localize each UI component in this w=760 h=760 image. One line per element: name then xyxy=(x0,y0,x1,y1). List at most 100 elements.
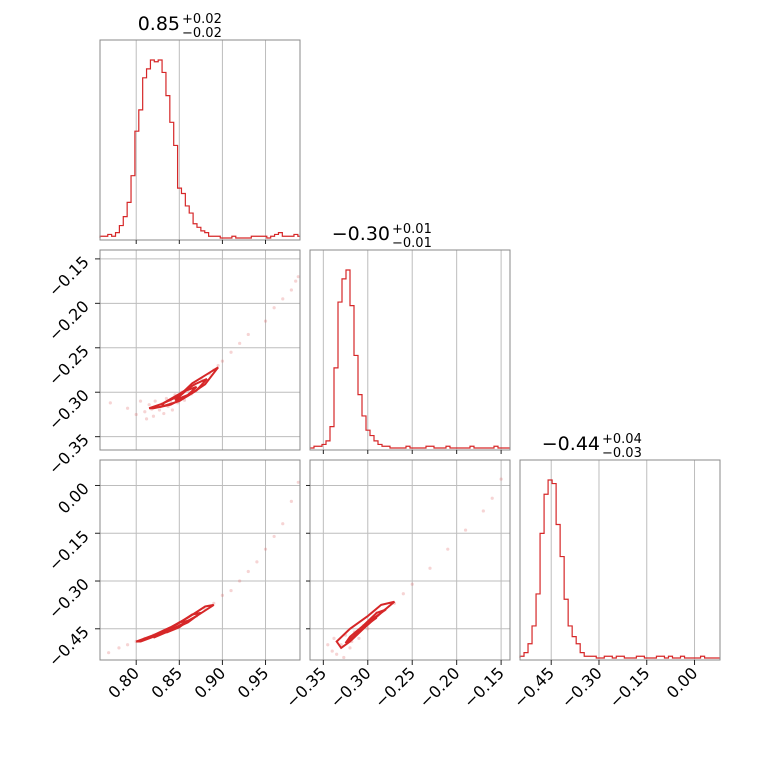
scatter-point xyxy=(401,592,405,596)
scatter-point xyxy=(255,560,259,564)
x-tick-label: −0.35 xyxy=(282,663,330,711)
contour-level-1 xyxy=(335,600,396,650)
scatter-point xyxy=(289,499,293,504)
scatter-point xyxy=(117,646,121,650)
x-tick-label: −0.30 xyxy=(327,663,375,711)
histogram-line-p0 xyxy=(99,59,300,239)
scatter-panel-p0-p1 xyxy=(99,249,301,451)
contour-level-1 xyxy=(135,603,215,643)
scatter-point xyxy=(335,652,339,656)
histogram-line-p1 xyxy=(310,269,510,449)
x-tick-label: −0.45 xyxy=(510,663,558,711)
scatter-point xyxy=(357,636,361,640)
title-minus-p1: −0.01 xyxy=(392,236,432,251)
scatter-panel-p1-p2 xyxy=(309,459,511,661)
x-tick-label: 0.90 xyxy=(191,663,230,702)
scatter-point xyxy=(246,332,250,337)
scatter-point xyxy=(162,411,166,416)
scatter-point xyxy=(326,643,330,647)
y-tick-label: −0.30 xyxy=(45,574,93,622)
scatter-point xyxy=(216,363,220,368)
y-tick-label: −0.15 xyxy=(45,252,93,300)
scatter-point xyxy=(281,297,285,301)
scatter-point xyxy=(366,627,370,631)
x-tick-label: 0.85 xyxy=(148,663,187,702)
y-axis-p1: −0.35−0.30−0.25−0.20−0.15 xyxy=(45,252,100,478)
x-tick-label: −0.15 xyxy=(460,663,508,711)
x-axis-p2: −0.45 −0.30 −0.15 0.00 xyxy=(510,660,701,711)
scatter-point xyxy=(348,646,352,650)
panel-frame xyxy=(99,249,301,451)
scatter-point xyxy=(272,306,276,310)
scatter-point xyxy=(263,547,268,551)
panel-frame xyxy=(309,249,511,451)
title-plus-p2: +0.04 xyxy=(602,432,642,447)
scatter-point xyxy=(151,414,156,418)
scatter-point xyxy=(107,651,111,655)
scatter-point xyxy=(342,655,346,660)
y-tick-label: −0.45 xyxy=(45,622,93,670)
scatter-point xyxy=(144,417,149,421)
title-plus-p0: +0.02 xyxy=(182,12,222,27)
histogram-panel-p2: −0.44 +0.04−0.03 xyxy=(519,432,721,661)
contour-level-1 xyxy=(148,366,219,410)
y-tick-label: −0.20 xyxy=(45,297,93,345)
scatter-point xyxy=(281,522,285,526)
contour-level-3 xyxy=(165,619,189,634)
scatter-point xyxy=(134,412,138,417)
title-value-p2: −0.44 xyxy=(542,433,600,455)
scatter-point xyxy=(143,410,147,414)
scatter-point xyxy=(153,399,157,403)
y-tick-label: −0.35 xyxy=(45,430,93,478)
panel-frame xyxy=(99,39,301,241)
scatter-point xyxy=(229,350,233,354)
scatter-point xyxy=(463,528,468,532)
scatter-point xyxy=(332,636,336,640)
panel-frame xyxy=(519,459,721,661)
y-axis-p2: −0.45−0.30−0.15 0.00 xyxy=(45,479,100,670)
scatter-point xyxy=(263,319,268,323)
scatter-point xyxy=(238,579,242,583)
contour-level-3 xyxy=(174,385,198,402)
y-tick-label: −0.25 xyxy=(45,341,93,389)
scatter-point xyxy=(294,279,298,283)
scatter-panel-p0-p2 xyxy=(99,459,301,661)
title-plus-p1: +0.01 xyxy=(392,222,432,237)
panel-frame xyxy=(309,459,511,661)
histogram-panel-p0: 0.85 +0.02−0.02 xyxy=(99,12,301,241)
scatter-point xyxy=(238,341,242,345)
x-tick-label: −0.20 xyxy=(415,663,463,711)
scatter-point xyxy=(246,569,250,574)
scatter-point xyxy=(220,359,225,363)
scatter-point xyxy=(481,509,485,513)
x-axis-p0: 0.80 0.85 0.90 0.95 xyxy=(104,660,272,702)
scatter-point xyxy=(499,477,503,481)
scatter-point xyxy=(296,275,300,279)
scatter-point xyxy=(446,547,450,551)
scatter-point xyxy=(428,566,432,570)
x-tick-label: −0.25 xyxy=(371,663,419,711)
y-tick-label: 0.00 xyxy=(54,479,93,518)
scatter-point xyxy=(147,403,151,407)
x-tick-label: 0.80 xyxy=(104,663,143,702)
title-minus-p2: −0.03 xyxy=(602,446,642,461)
x-tick-label: −0.30 xyxy=(558,663,606,711)
scatter-point xyxy=(164,396,168,401)
scatter-point xyxy=(272,534,276,539)
scatter-point xyxy=(125,406,130,410)
scatter-point xyxy=(108,401,112,405)
x-tick-label: −0.15 xyxy=(605,663,653,711)
x-tick-label: 0.95 xyxy=(234,663,273,702)
histogram-panel-p1: −0.30 +0.01−0.01 xyxy=(309,222,511,451)
scatter-point xyxy=(138,399,143,403)
contour-level-2 xyxy=(160,377,208,409)
y-tick-label: −0.30 xyxy=(45,386,93,434)
scatter-point xyxy=(289,288,293,292)
scatter-point xyxy=(157,408,162,412)
scatter-point xyxy=(490,496,494,500)
scatter-point xyxy=(410,582,414,586)
x-tick-label: 0.00 xyxy=(663,663,702,702)
contour-level-3 xyxy=(353,616,378,636)
scatter-point xyxy=(125,643,130,647)
